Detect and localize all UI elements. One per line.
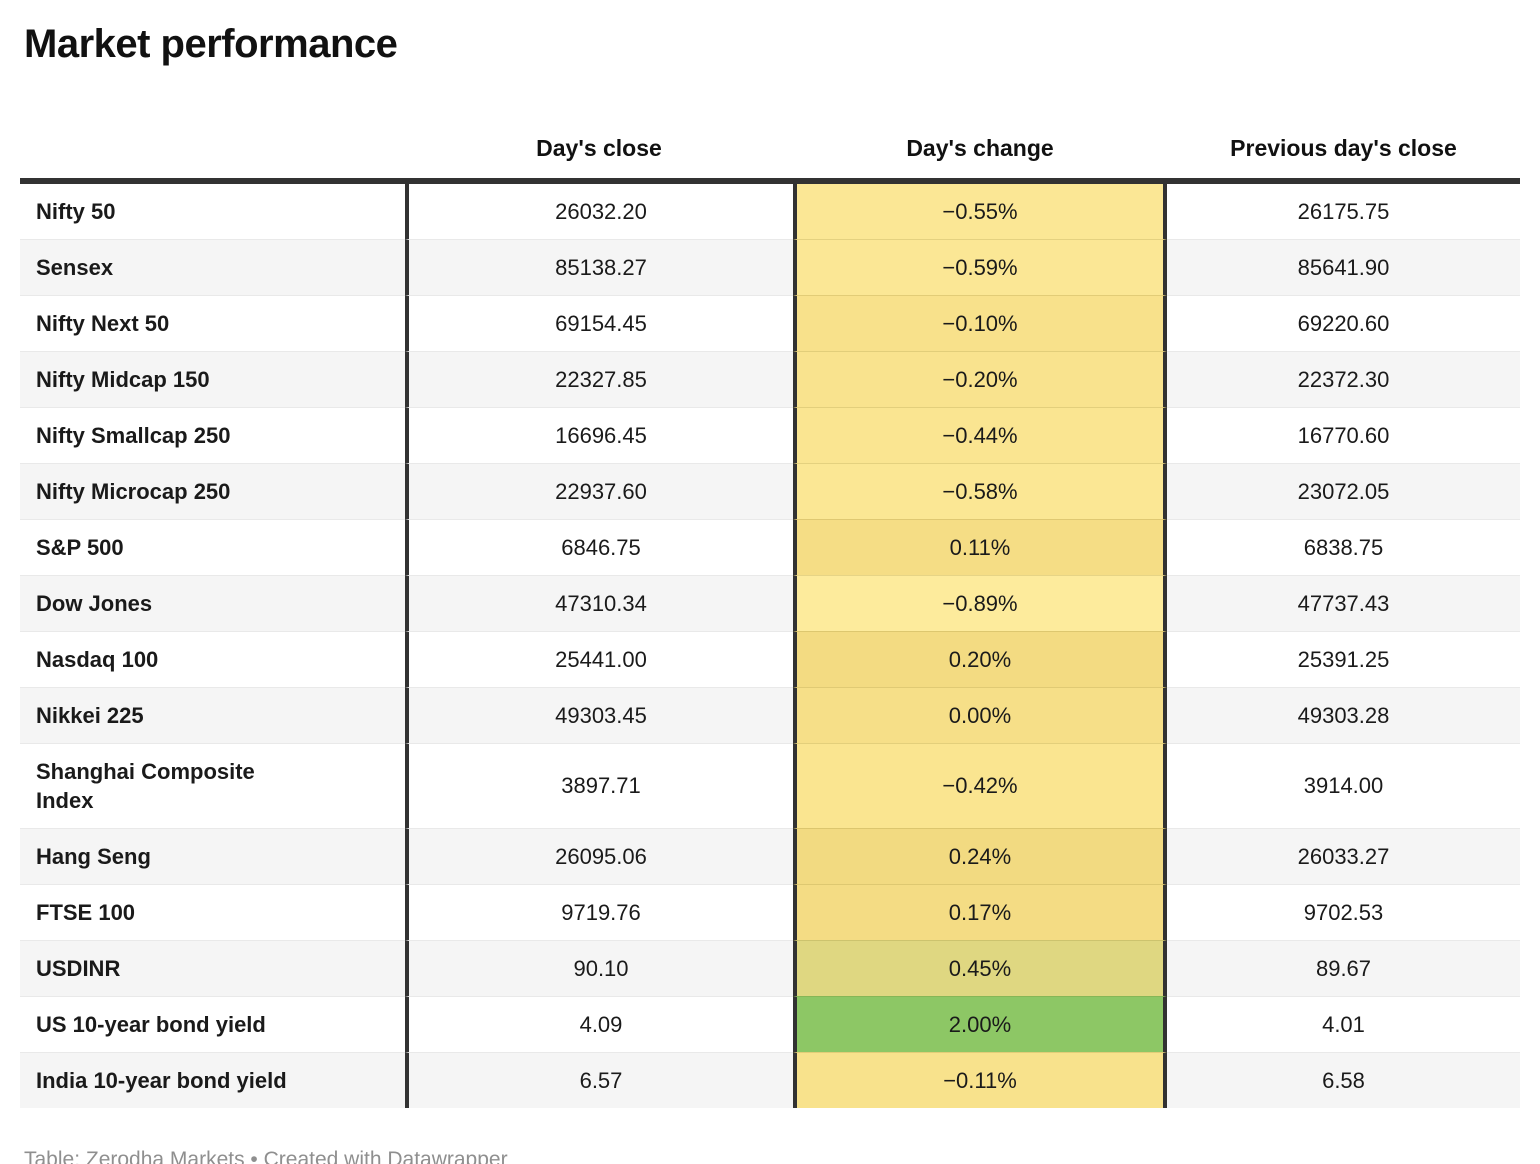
previous-days-close-value: 23072.05 [1167,463,1520,519]
days-change-value: −0.20% [793,351,1167,407]
days-close-value: 90.10 [405,940,793,996]
table-row: Nifty 50 26032.20 −0.55% 26175.75 [20,184,1520,239]
row-label: USDINR [20,940,405,996]
previous-days-close-value: 16770.60 [1167,407,1520,463]
days-close-value: 26032.20 [405,184,793,239]
days-close-value: 25441.00 [405,631,793,687]
days-change-value: −0.89% [793,575,1167,631]
row-label: Dow Jones [20,575,405,631]
days-close-value: 85138.27 [405,239,793,295]
row-label: Nifty Midcap 150 [20,351,405,407]
row-label: Nifty Smallcap 250 [20,407,405,463]
table-row: Nasdaq 100 25441.00 0.20% 25391.25 [20,631,1520,687]
days-change-value: −0.11% [793,1052,1167,1108]
previous-days-close-value: 26175.75 [1167,184,1520,239]
row-label: Nifty Next 50 [20,295,405,351]
table-row: S&P 500 6846.75 0.11% 6838.75 [20,519,1520,575]
previous-days-close-value: 9702.53 [1167,884,1520,940]
days-change-value: 2.00% [793,996,1167,1052]
table-row: Hang Seng 26095.06 0.24% 26033.27 [20,828,1520,884]
column-header-previous-days-close: Previous day's close [1230,135,1457,161]
days-change-value: −0.55% [793,184,1167,239]
previous-days-close-value: 47737.43 [1167,575,1520,631]
days-close-value: 9719.76 [405,884,793,940]
table-row: Nifty Smallcap 250 16696.45 −0.44% 16770.60 [20,407,1520,463]
days-change-value: 0.20% [793,631,1167,687]
row-label: Hang Seng [20,828,405,884]
days-close-value: 16696.45 [405,407,793,463]
table-row: Nifty Microcap 250 22937.60 −0.58% 23072.05 [20,463,1520,519]
market-table: Day's close Day's change Previous day's … [20,134,1520,1108]
previous-days-close-value: 6.58 [1167,1052,1520,1108]
days-change-value: 0.45% [793,940,1167,996]
row-label: Nikkei 225 [20,687,405,743]
row-label: S&P 500 [20,519,405,575]
days-close-value: 69154.45 [405,295,793,351]
days-change-value: 0.00% [793,687,1167,743]
row-label: Nasdaq 100 [20,631,405,687]
table-row: FTSE 100 9719.76 0.17% 9702.53 [20,884,1520,940]
days-change-value: −0.42% [793,743,1167,828]
days-close-value: 6.57 [405,1052,793,1108]
row-label: Nifty 50 [20,184,405,239]
table-row: Shanghai Composite Index 3897.71 −0.42% 391… [20,743,1520,828]
days-close-value: 6846.75 [405,519,793,575]
previous-days-close-value: 6838.75 [1167,519,1520,575]
table-header-row: Day's close Day's change Previous day's … [20,134,1520,184]
datawrapper-table-graphic: Market performance Day's close Day's cha… [0,23,1540,1164]
table-row: Nikkei 225 49303.45 0.00% 49303.28 [20,687,1520,743]
table-row: Dow Jones 47310.34 −0.89% 47737.43 [20,575,1520,631]
table-body: Nifty 50 26032.20 −0.55% 26175.75 Sensex 8513… [20,184,1520,1108]
days-change-value: −0.44% [793,407,1167,463]
table-row: Nifty Midcap 150 22327.85 −0.20% 22372.30 [20,351,1520,407]
previous-days-close-value: 85641.90 [1167,239,1520,295]
row-label: India 10-year bond yield [20,1052,405,1108]
table-row: Nifty Next 50 69154.45 −0.10% 69220.60 [20,295,1520,351]
days-change-value: 0.17% [793,884,1167,940]
attribution-text: Table: Zerodha Markets • Created with Da… [24,1148,508,1164]
column-header-days-close: Day's close [536,135,662,161]
table-row: US 10-year bond yield 4.09 2.00% 4.01 [20,996,1520,1052]
previous-days-close-value: 25391.25 [1167,631,1520,687]
previous-days-close-value: 49303.28 [1167,687,1520,743]
days-close-value: 22937.60 [405,463,793,519]
days-change-value: −0.59% [793,239,1167,295]
page-title: Market performance [24,22,398,66]
table-row: Sensex 85138.27 −0.59% 85641.90 [20,239,1520,295]
days-close-value: 49303.45 [405,687,793,743]
row-label: Nifty Microcap 250 [20,463,405,519]
days-change-value: −0.58% [793,463,1167,519]
row-label: Shanghai Composite Index [20,743,405,828]
previous-days-close-value: 3914.00 [1167,743,1520,828]
row-label: Sensex [20,239,405,295]
days-close-value: 26095.06 [405,828,793,884]
table-row: India 10-year bond yield 6.57 −0.11% 6.58 [20,1052,1520,1108]
days-close-value: 22327.85 [405,351,793,407]
previous-days-close-value: 22372.30 [1167,351,1520,407]
days-close-value: 4.09 [405,996,793,1052]
row-label: US 10-year bond yield [20,996,405,1052]
days-change-value: 0.11% [793,519,1167,575]
column-header-blank [20,134,405,162]
previous-days-close-value: 89.67 [1167,940,1520,996]
column-header-days-change: Day's change [906,135,1054,161]
days-close-value: 3897.71 [405,743,793,828]
previous-days-close-value: 26033.27 [1167,828,1520,884]
days-change-value: −0.10% [793,295,1167,351]
previous-days-close-value: 69220.60 [1167,295,1520,351]
days-close-value: 47310.34 [405,575,793,631]
row-label: FTSE 100 [20,884,405,940]
days-change-value: 0.24% [793,828,1167,884]
previous-days-close-value: 4.01 [1167,996,1520,1052]
table-row: USDINR 90.10 0.45% 89.67 [20,940,1520,996]
